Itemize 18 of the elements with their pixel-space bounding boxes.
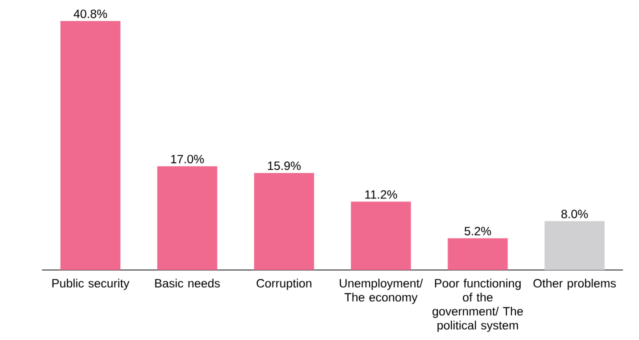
data-label: 15.9%	[268, 162, 301, 170]
bar	[350, 202, 411, 270]
x-tick-label: Public security	[52, 278, 130, 290]
x-tick-label: Corruption	[256, 278, 312, 290]
data-label: 17.0%	[171, 154, 204, 164]
bar	[254, 172, 314, 270]
data-label: 11.2%	[365, 190, 398, 199]
data-label: 8.0%	[561, 210, 588, 218]
bar	[157, 166, 218, 270]
bar	[60, 21, 120, 270]
x-tick-label: Unemployment/ The economy	[340, 278, 423, 304]
x-tick-label: Other problems	[533, 278, 616, 290]
bar	[448, 238, 508, 270]
data-label: 40.8%	[74, 10, 108, 18]
x-tick-label: Poor functioning of the government/ The political system	[432, 278, 523, 332]
bar	[544, 221, 605, 270]
x-tick-label: Basic needs	[155, 278, 220, 288]
data-label: 5.2%	[464, 226, 491, 236]
